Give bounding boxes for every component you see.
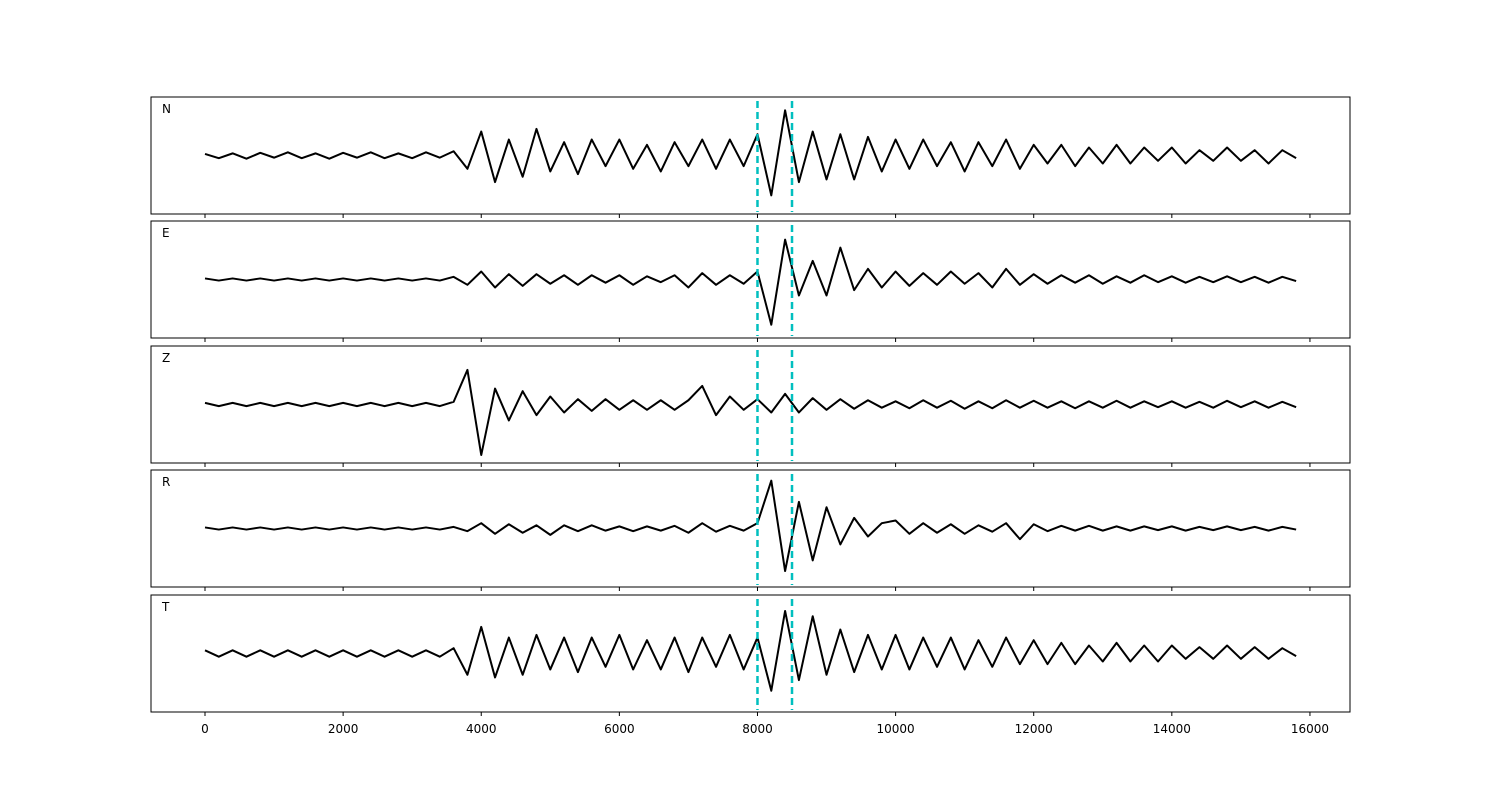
- x-tick-label: 10000: [876, 722, 914, 736]
- panel-label: Z: [162, 351, 170, 365]
- panel-label: R: [162, 475, 170, 489]
- panel-frame: [150, 220, 1351, 339]
- trace: [204, 109, 1297, 197]
- panel-label: T: [161, 600, 170, 614]
- x-tick-label: 4000: [466, 722, 497, 736]
- panel-label: N: [162, 102, 171, 116]
- x-tick-label: 12000: [1015, 722, 1053, 736]
- panel-frame: [150, 469, 1351, 588]
- trace: [204, 238, 1297, 326]
- panel-label: E: [162, 226, 170, 240]
- x-tick-label: 14000: [1153, 722, 1191, 736]
- panel-frame: [150, 96, 1351, 215]
- trace: [204, 479, 1297, 573]
- x-tick-label: 0: [201, 722, 209, 736]
- x-tick-label: 2000: [328, 722, 359, 736]
- x-tick-label: 16000: [1291, 722, 1329, 736]
- panel-frame: [150, 594, 1351, 713]
- panel-frame: [150, 345, 1351, 464]
- x-tick-label: 8000: [742, 722, 773, 736]
- trace: [204, 368, 1297, 457]
- x-tick-label: 6000: [604, 722, 635, 736]
- trace: [204, 609, 1297, 692]
